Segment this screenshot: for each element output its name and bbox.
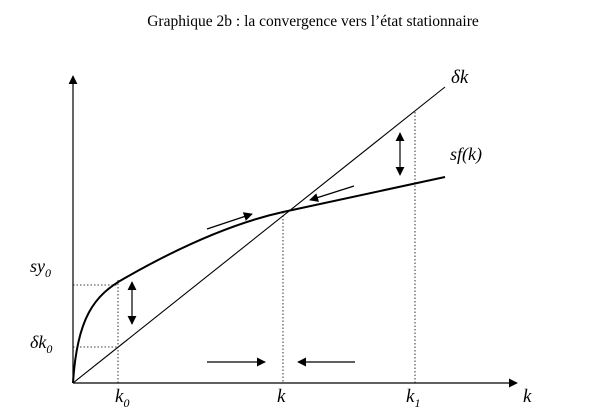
guide-lines bbox=[73, 112, 416, 383]
k-star-label: k bbox=[277, 386, 286, 407]
savings-curve bbox=[72, 176, 446, 384]
curve-arrow-left bbox=[309, 185, 355, 202]
x-axis-label: k bbox=[523, 386, 532, 407]
sy0-label: sy0 bbox=[30, 256, 51, 280]
savings-curve-label: sf(k) bbox=[450, 144, 482, 165]
k1-label: k1 bbox=[406, 386, 420, 410]
curve-arrow-right bbox=[206, 212, 253, 230]
k0-label: k0 bbox=[115, 386, 129, 410]
depreciation-line bbox=[72, 86, 446, 384]
depreciation-line-label: δk bbox=[451, 67, 469, 88]
chart-title: Graphique 2b : la convergence vers l’éta… bbox=[147, 13, 479, 30]
dk0-label: δk0 bbox=[30, 332, 52, 356]
